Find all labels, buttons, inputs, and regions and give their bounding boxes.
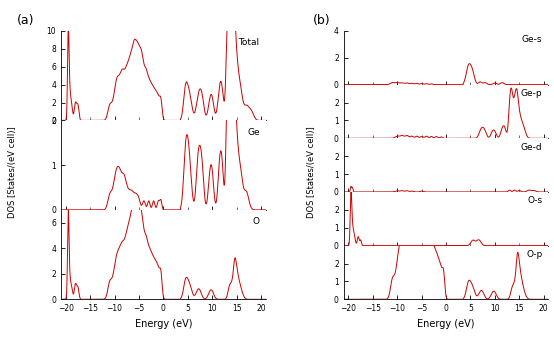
Text: (b): (b) [313,14,331,27]
Text: DOS [States/(eV cell)]: DOS [States/(eV cell)] [8,126,17,218]
Text: DOS [States/(eV cell)]: DOS [States/(eV cell)] [307,126,316,218]
Text: O: O [253,217,260,226]
Text: O-s: O-s [527,196,542,205]
X-axis label: Energy (eV): Energy (eV) [135,319,192,329]
Text: O-p: O-p [526,250,542,259]
Text: Ge: Ge [247,128,260,137]
Text: (a): (a) [17,14,34,27]
X-axis label: Energy (eV): Energy (eV) [417,319,475,329]
Text: Total: Total [239,38,260,47]
Text: Ge-d: Ge-d [521,142,542,152]
Text: Ge-s: Ge-s [522,35,542,44]
Text: Ge-p: Ge-p [521,89,542,98]
